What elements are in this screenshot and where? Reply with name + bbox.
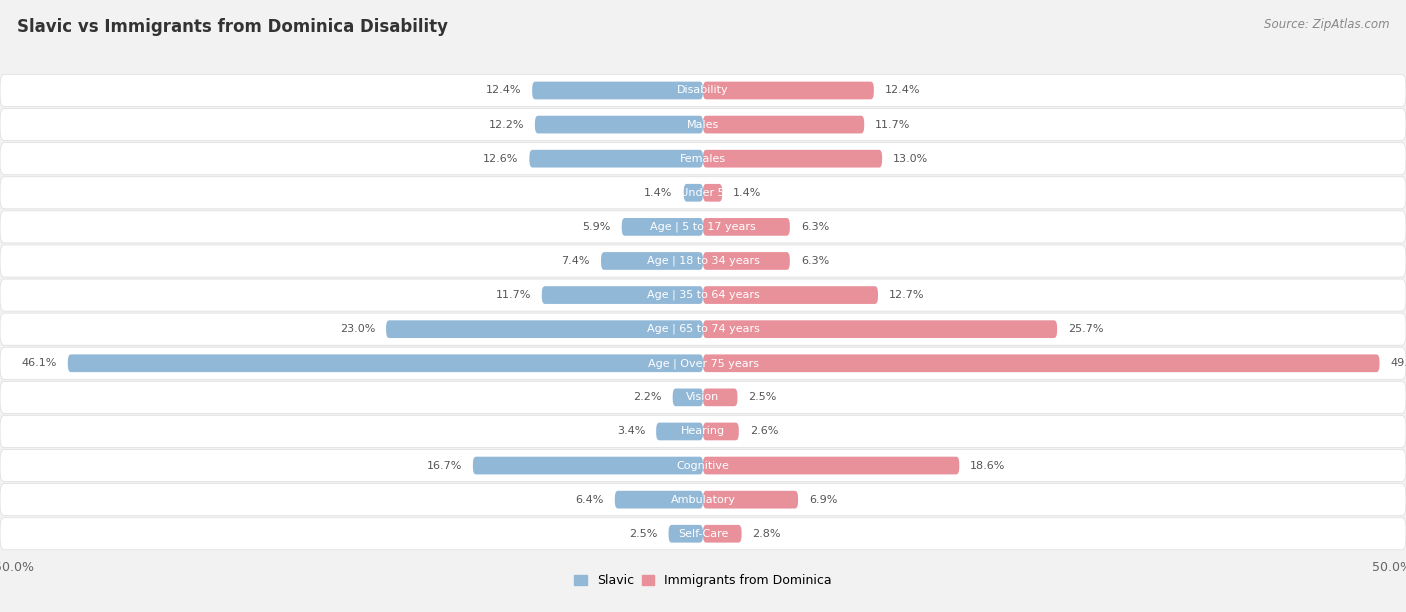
Text: 6.9%: 6.9%	[808, 494, 838, 505]
FancyBboxPatch shape	[472, 457, 703, 474]
Text: 6.4%: 6.4%	[575, 494, 603, 505]
Text: 18.6%: 18.6%	[970, 461, 1005, 471]
Text: 2.8%: 2.8%	[752, 529, 782, 539]
Text: Age | Under 5 years: Age | Under 5 years	[648, 187, 758, 198]
Text: Vision: Vision	[686, 392, 720, 402]
FancyBboxPatch shape	[0, 518, 1406, 550]
Text: 23.0%: 23.0%	[340, 324, 375, 334]
FancyBboxPatch shape	[703, 457, 959, 474]
Text: Age | Over 75 years: Age | Over 75 years	[648, 358, 758, 368]
Text: 6.3%: 6.3%	[801, 222, 830, 232]
Text: 2.5%: 2.5%	[628, 529, 658, 539]
Legend: Slavic, Immigrants from Dominica: Slavic, Immigrants from Dominica	[569, 569, 837, 592]
FancyBboxPatch shape	[0, 211, 1406, 243]
FancyBboxPatch shape	[703, 525, 741, 543]
Text: 1.4%: 1.4%	[644, 188, 672, 198]
FancyBboxPatch shape	[0, 177, 1406, 209]
Text: 1.4%: 1.4%	[734, 188, 762, 198]
Text: 13.0%: 13.0%	[893, 154, 928, 163]
FancyBboxPatch shape	[703, 354, 1379, 372]
FancyBboxPatch shape	[672, 389, 703, 406]
FancyBboxPatch shape	[0, 483, 1406, 516]
FancyBboxPatch shape	[703, 389, 738, 406]
Text: 12.7%: 12.7%	[889, 290, 925, 300]
FancyBboxPatch shape	[703, 320, 1057, 338]
Text: 49.1%: 49.1%	[1391, 358, 1406, 368]
FancyBboxPatch shape	[621, 218, 703, 236]
Text: Self-Care: Self-Care	[678, 529, 728, 539]
FancyBboxPatch shape	[703, 423, 738, 440]
FancyBboxPatch shape	[703, 286, 877, 304]
Text: 2.2%: 2.2%	[633, 392, 662, 402]
FancyBboxPatch shape	[0, 75, 1406, 106]
FancyBboxPatch shape	[614, 491, 703, 509]
FancyBboxPatch shape	[703, 81, 875, 99]
FancyBboxPatch shape	[683, 184, 703, 201]
Text: Hearing: Hearing	[681, 427, 725, 436]
Text: 2.6%: 2.6%	[749, 427, 779, 436]
Text: 11.7%: 11.7%	[495, 290, 531, 300]
FancyBboxPatch shape	[657, 423, 703, 440]
FancyBboxPatch shape	[703, 252, 790, 270]
FancyBboxPatch shape	[703, 150, 882, 168]
FancyBboxPatch shape	[703, 218, 790, 236]
FancyBboxPatch shape	[534, 116, 703, 133]
FancyBboxPatch shape	[0, 279, 1406, 311]
Text: 12.2%: 12.2%	[488, 119, 524, 130]
Text: Age | 5 to 17 years: Age | 5 to 17 years	[650, 222, 756, 232]
Text: 12.4%: 12.4%	[884, 86, 921, 95]
Text: 6.3%: 6.3%	[801, 256, 830, 266]
Text: 16.7%: 16.7%	[426, 461, 461, 471]
Text: 12.6%: 12.6%	[484, 154, 519, 163]
Text: Age | 35 to 64 years: Age | 35 to 64 years	[647, 290, 759, 300]
Text: Females: Females	[681, 154, 725, 163]
Text: Cognitive: Cognitive	[676, 461, 730, 471]
FancyBboxPatch shape	[0, 450, 1406, 482]
FancyBboxPatch shape	[703, 116, 865, 133]
Text: 46.1%: 46.1%	[21, 358, 56, 368]
Text: Age | 65 to 74 years: Age | 65 to 74 years	[647, 324, 759, 334]
FancyBboxPatch shape	[530, 150, 703, 168]
FancyBboxPatch shape	[387, 320, 703, 338]
FancyBboxPatch shape	[0, 347, 1406, 379]
FancyBboxPatch shape	[0, 245, 1406, 277]
FancyBboxPatch shape	[0, 108, 1406, 141]
Text: Age | 18 to 34 years: Age | 18 to 34 years	[647, 256, 759, 266]
Text: 11.7%: 11.7%	[875, 119, 911, 130]
FancyBboxPatch shape	[669, 525, 703, 543]
Text: Disability: Disability	[678, 86, 728, 95]
FancyBboxPatch shape	[0, 416, 1406, 447]
Text: 7.4%: 7.4%	[561, 256, 591, 266]
FancyBboxPatch shape	[703, 184, 723, 201]
Text: 5.9%: 5.9%	[582, 222, 610, 232]
Text: 2.5%: 2.5%	[748, 392, 778, 402]
FancyBboxPatch shape	[0, 143, 1406, 174]
Text: 3.4%: 3.4%	[617, 427, 645, 436]
FancyBboxPatch shape	[541, 286, 703, 304]
Text: 12.4%: 12.4%	[485, 86, 522, 95]
FancyBboxPatch shape	[703, 491, 799, 509]
Text: 25.7%: 25.7%	[1069, 324, 1104, 334]
Text: Males: Males	[688, 119, 718, 130]
FancyBboxPatch shape	[67, 354, 703, 372]
FancyBboxPatch shape	[600, 252, 703, 270]
Text: Slavic vs Immigrants from Dominica Disability: Slavic vs Immigrants from Dominica Disab…	[17, 18, 449, 36]
FancyBboxPatch shape	[0, 381, 1406, 413]
FancyBboxPatch shape	[0, 313, 1406, 345]
FancyBboxPatch shape	[531, 81, 703, 99]
Text: Source: ZipAtlas.com: Source: ZipAtlas.com	[1264, 18, 1389, 31]
Text: Ambulatory: Ambulatory	[671, 494, 735, 505]
